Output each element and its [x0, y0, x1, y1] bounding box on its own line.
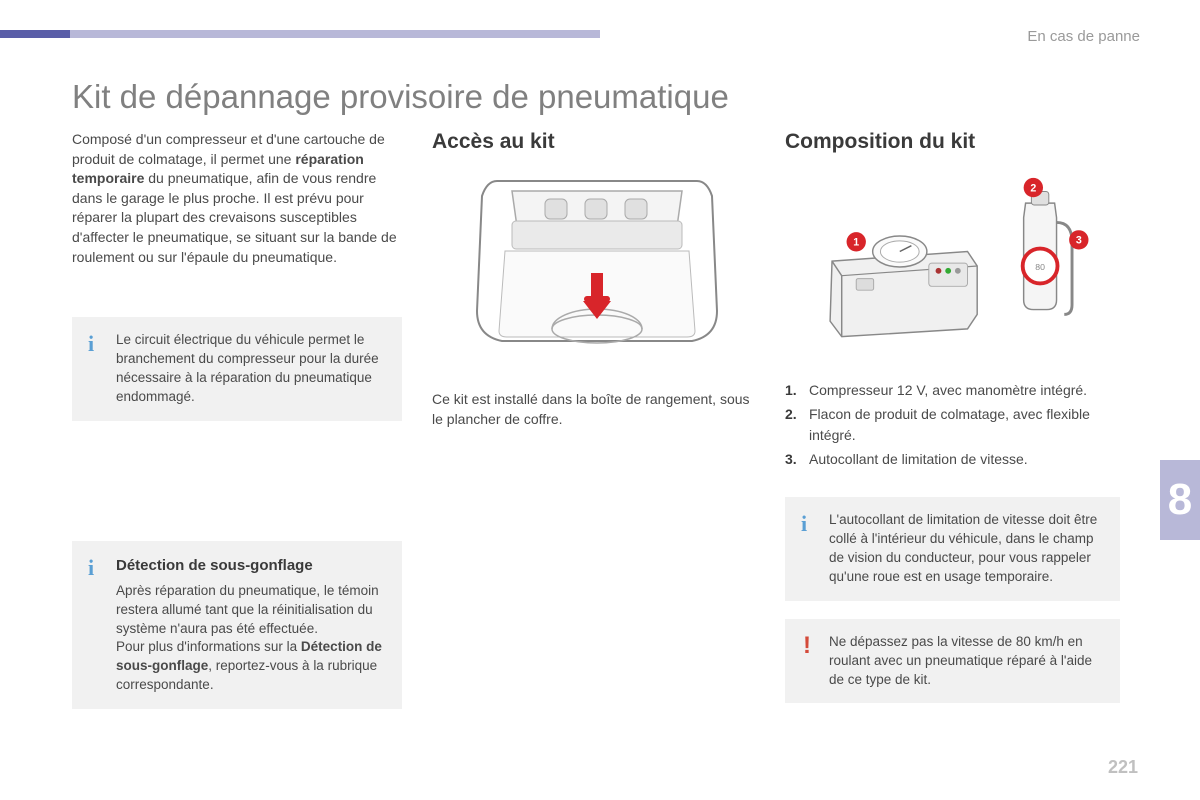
subheading-access: Accès au kit — [432, 130, 762, 154]
info-box-sticker: i L'autocollant de limitation de vitesse… — [785, 497, 1120, 601]
subheading-composition: Composition du kit — [785, 130, 1120, 154]
kit-list: Compresseur 12 V, avec manomètre intégré… — [785, 380, 1120, 469]
figure-trunk — [447, 166, 747, 376]
intro-paragraph: Composé d'un compresseur et d'une cartou… — [72, 130, 402, 267]
info-icon: i — [88, 329, 94, 360]
info-box-title: Détection de sous-gonflage — [116, 555, 386, 576]
figure-caption: Ce kit est installé dans la boîte de ran… — [432, 390, 762, 429]
svg-text:80: 80 — [1035, 262, 1045, 272]
header-accent-bar — [0, 30, 600, 38]
info-icon: i — [88, 553, 94, 584]
callout-1: 1 — [853, 237, 859, 249]
bar-dark — [0, 30, 70, 38]
kit-illustration: 1 80 2 3 — [803, 171, 1103, 361]
info-box-detection: i Détection de sous-gonflage Après répar… — [72, 541, 402, 709]
page-number: 221 — [1108, 757, 1138, 778]
page-title: Kit de dépannage provisoire de pneumatiq… — [72, 78, 729, 116]
column-composition: Composition du kit 1 80 — [785, 130, 1120, 703]
column-access: Accès au kit Ce kit est installé dans la… — [432, 130, 762, 429]
column-intro: Composé d'un compresseur et d'une cartou… — [72, 130, 402, 709]
warning-text: Ne dépassez pas la vitesse de 80 km/h en… — [829, 634, 1092, 687]
info-box-electrical: i Le circuit électrique du véhicule perm… — [72, 317, 402, 421]
kit-item-3: Autocollant de limitation de vitesse. — [785, 449, 1120, 469]
callout-2: 2 — [1030, 182, 1036, 194]
info-sticker-text: L'autocollant de limitation de vitesse d… — [829, 512, 1097, 584]
chapter-tab: 8 — [1160, 460, 1200, 540]
callout-3: 3 — [1075, 235, 1081, 247]
kit-item-1: Compresseur 12 V, avec manomètre intégré… — [785, 380, 1120, 400]
kit-item-2: Flacon de produit de colmatage, avec fle… — [785, 404, 1120, 445]
info-box-text: Le circuit électrique du véhicule permet… — [116, 332, 379, 404]
warning-icon: ! — [803, 629, 811, 663]
section-label: En cas de panne — [1027, 28, 1140, 45]
warning-box-speed: ! Ne dépassez pas la vitesse de 80 km/h … — [785, 619, 1120, 704]
figure-kit: 1 80 2 3 — [803, 166, 1103, 366]
bar-light — [70, 30, 600, 38]
info-icon: i — [801, 509, 807, 540]
trunk-illustration — [457, 171, 737, 371]
